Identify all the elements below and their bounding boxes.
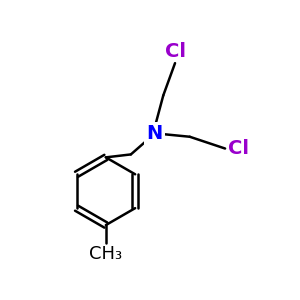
Text: N: N: [146, 124, 163, 143]
Text: Cl: Cl: [228, 139, 249, 158]
Text: CH₃: CH₃: [89, 245, 122, 263]
Text: Cl: Cl: [164, 42, 185, 61]
